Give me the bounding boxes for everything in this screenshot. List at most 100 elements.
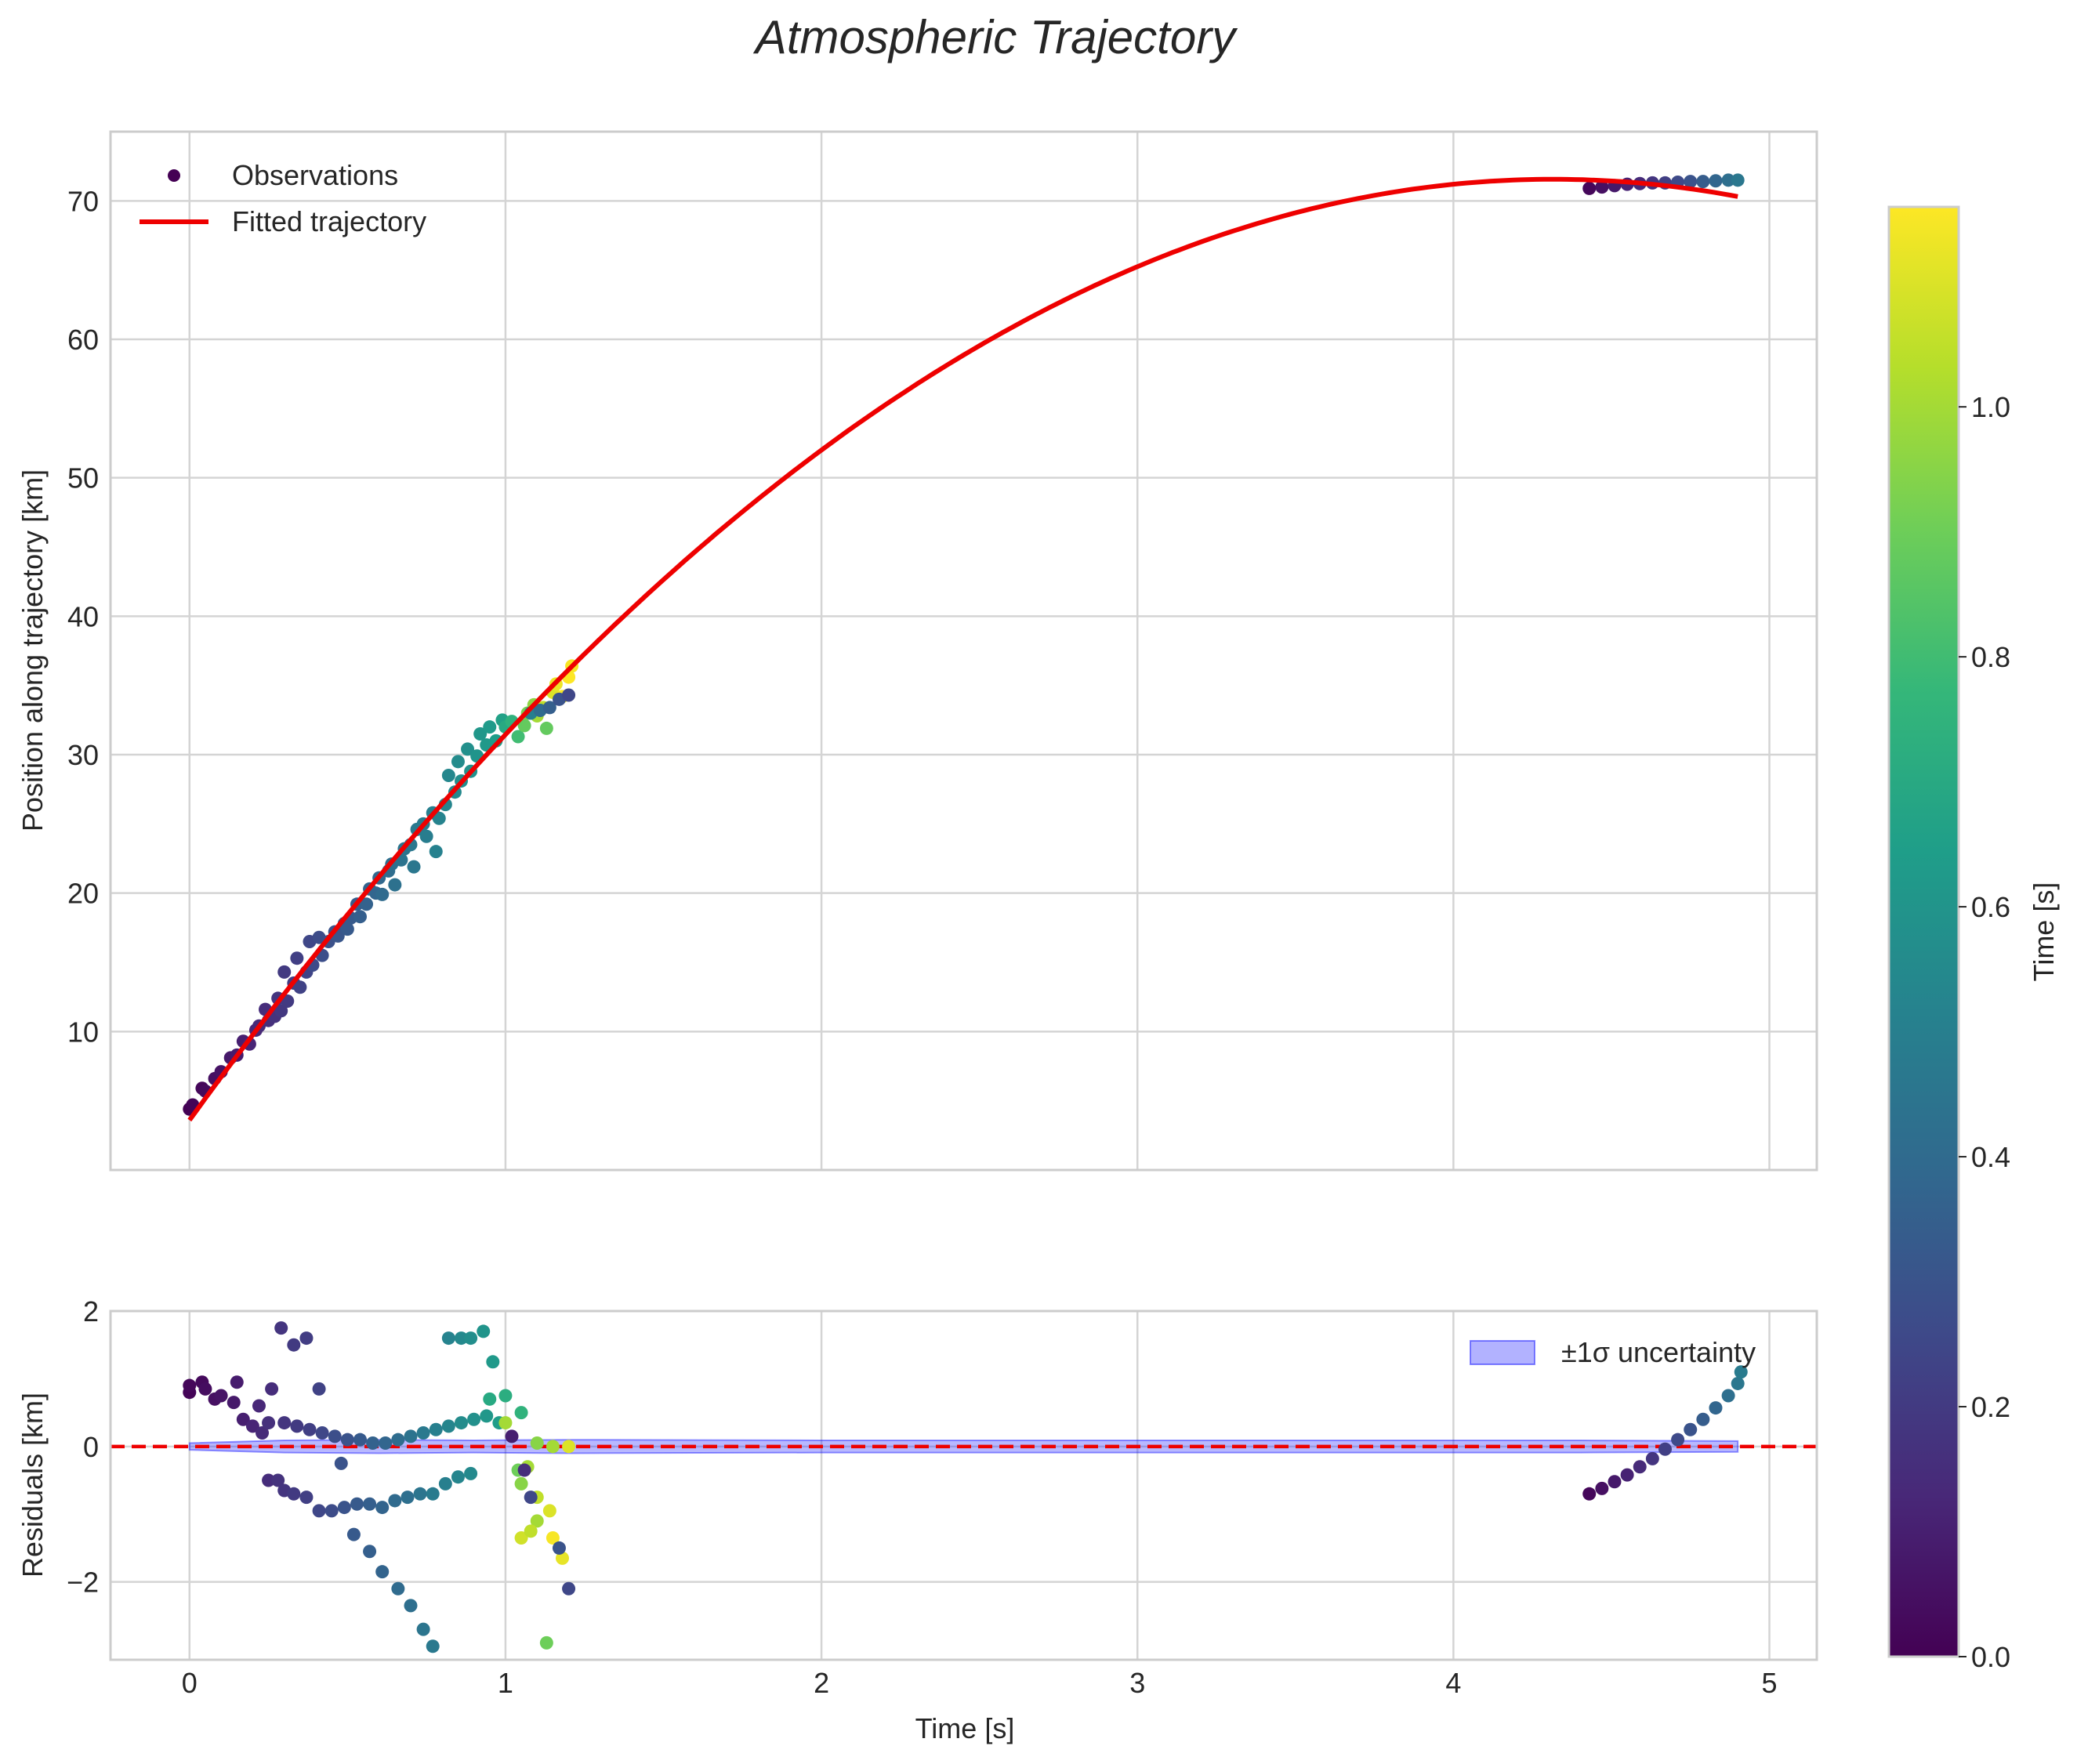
observation-point <box>483 720 497 734</box>
residual-point <box>542 1504 556 1518</box>
residual-point <box>1671 1433 1685 1447</box>
residual-point <box>438 1476 452 1491</box>
bottom-y-axis-label: Residuals [km] <box>16 1393 49 1577</box>
residual-point <box>1696 1412 1710 1426</box>
residual-point <box>441 1331 455 1346</box>
residual-point <box>245 1419 259 1433</box>
top-y-tick-label: 70 <box>67 185 99 217</box>
legend-fit-label: Fitted trajectory <box>232 205 426 237</box>
colorbar-ticks: 0.0 0.2 0.4 0.6 0.8 1.0 <box>1959 391 2010 1673</box>
colorbar-tick-label: 0.2 <box>1971 1391 2010 1423</box>
residual-points <box>183 1321 1748 1654</box>
residual-point <box>353 1433 367 1447</box>
residual-point <box>262 1416 276 1430</box>
top-observations <box>183 173 1745 1116</box>
residual-point <box>546 1440 560 1454</box>
residual-point <box>227 1396 241 1410</box>
residual-point <box>1595 1481 1609 1495</box>
residual-point <box>1620 1468 1634 1482</box>
residual-point <box>375 1565 390 1579</box>
residual-point <box>183 1378 197 1393</box>
bottom-y-tick-label: −2 <box>67 1567 99 1599</box>
bottom-y-tick-label: 2 <box>83 1295 99 1328</box>
observation-point <box>451 755 465 769</box>
residual-point <box>552 1541 566 1555</box>
residual-point <box>1731 1376 1745 1390</box>
top-y-tick-label: 20 <box>67 878 99 910</box>
observation-point <box>375 887 390 901</box>
residual-point <box>391 1433 405 1447</box>
residual-point <box>464 1466 478 1480</box>
residual-point <box>312 1504 326 1518</box>
residual-point <box>328 1429 342 1443</box>
observation-point <box>290 951 304 965</box>
observation-point <box>419 829 433 843</box>
observation-point <box>1684 175 1698 189</box>
observation-point <box>1595 180 1609 194</box>
residual-point <box>271 1473 285 1487</box>
top-legend: Observations Fitted trajectory <box>140 159 426 237</box>
residual-point <box>303 1422 317 1436</box>
residual-point <box>265 1382 279 1396</box>
bottom-axes-frame <box>109 1309 1818 1661</box>
residual-point <box>401 1491 415 1505</box>
residual-point <box>524 1524 538 1538</box>
residual-point <box>340 1433 354 1447</box>
observation-point <box>429 845 443 859</box>
residual-point <box>1608 1475 1622 1489</box>
residual-point <box>334 1456 348 1470</box>
top-axes-frame <box>109 130 1818 1172</box>
residual-point <box>363 1545 377 1559</box>
observation-point <box>432 811 446 825</box>
bottom-y-tick-labels: −2 0 2 <box>67 1295 99 1599</box>
top-y-tick-label: 50 <box>67 462 99 494</box>
observation-point <box>340 922 354 936</box>
residual-point <box>546 1530 560 1545</box>
residual-point <box>337 1501 351 1515</box>
residual-point <box>426 1487 440 1501</box>
x-tick-label: 4 <box>1445 1667 1461 1699</box>
top-y-tick-label: 30 <box>67 739 99 771</box>
residual-point <box>416 1622 430 1636</box>
legend-observations-label: Observations <box>232 159 398 191</box>
residual-point <box>514 1530 528 1545</box>
observation-point <box>1721 173 1735 187</box>
residual-point <box>562 1440 576 1454</box>
x-tick-label: 2 <box>814 1667 829 1699</box>
residual-point <box>315 1426 329 1440</box>
residual-point <box>1582 1487 1597 1501</box>
bottom-y-tick-label: 0 <box>83 1431 99 1463</box>
residual-point <box>299 1491 314 1505</box>
x-tick-label: 5 <box>1762 1667 1778 1699</box>
residual-point <box>1645 1451 1659 1465</box>
observation-point <box>1582 181 1597 195</box>
observation-point <box>274 1004 288 1018</box>
observation-point <box>1696 175 1710 189</box>
residual-point <box>454 1331 468 1346</box>
residual-point <box>517 1463 531 1477</box>
observation-point <box>360 897 374 911</box>
residual-point <box>230 1375 244 1389</box>
x-tick-labels: 0 1 2 3 4 5 <box>182 1667 1778 1699</box>
observation-point <box>441 769 455 782</box>
x-axis-label: Time [s] <box>915 1712 1015 1744</box>
residual-point <box>287 1338 301 1352</box>
residual-point <box>441 1419 455 1433</box>
residual-point <box>1734 1365 1748 1379</box>
colorbar-tick-label: 1.0 <box>1971 391 2010 423</box>
observation-point <box>511 730 525 744</box>
residual-point <box>1684 1422 1698 1436</box>
residual-point <box>287 1487 301 1501</box>
residual-point <box>467 1412 481 1426</box>
residual-point <box>404 1429 418 1443</box>
residual-point <box>388 1494 402 1508</box>
observation-point <box>542 701 556 715</box>
residual-point <box>391 1581 405 1596</box>
residual-point <box>1709 1401 1723 1415</box>
chart-title: Atmospheric Trajectory <box>753 11 1238 63</box>
residual-point <box>530 1514 544 1528</box>
residual-point <box>1658 1442 1672 1456</box>
residual-point <box>299 1331 314 1346</box>
